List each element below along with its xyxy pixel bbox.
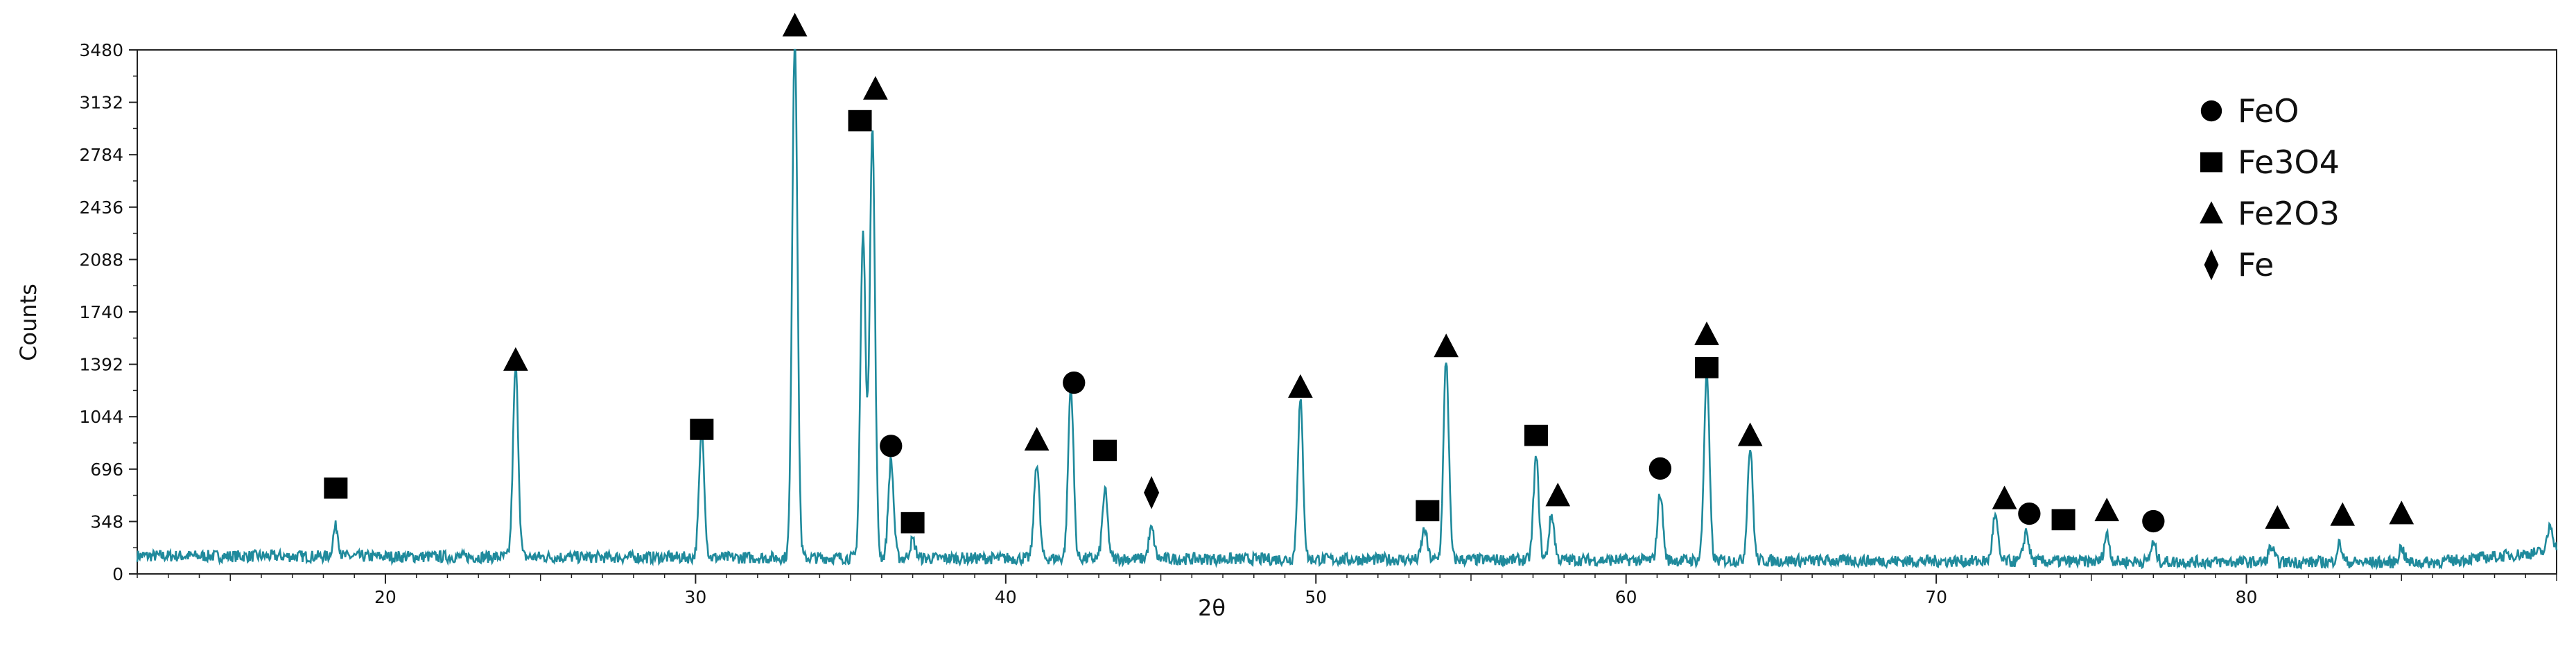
marker-fe2o3-triangle	[863, 76, 888, 100]
marker-fe2o3-triangle	[1992, 485, 2017, 509]
y-tick-label: 2784	[79, 145, 123, 165]
marker-fe2o3-triangle	[1434, 333, 1459, 358]
legend-label: Fe2O3	[2238, 195, 2340, 232]
x-tick-label: 50	[1305, 587, 1327, 607]
y-tick-label: 3132	[79, 93, 123, 113]
marker-fe2o3-triangle	[1024, 426, 1050, 451]
marker-fe2o3-triangle	[1737, 422, 1763, 446]
marker-fe2o3-triangle	[2389, 500, 2414, 525]
marker-fe2o3-triangle	[503, 347, 528, 371]
marker-fe3o4-square	[1093, 439, 1117, 462]
legend-label: FeO	[2238, 92, 2299, 130]
marker-feo-circle	[2142, 509, 2165, 533]
legend: FeO Fe3O4 Fe2O3 Fe	[2200, 92, 2340, 283]
marker-fe3o4-square	[900, 512, 925, 534]
marker-fe3o4-square	[1524, 424, 1548, 446]
marker-fe2o3-triangle	[2330, 502, 2356, 526]
x-axis-label: 2θ	[1198, 595, 1226, 621]
x-tick-label: 20	[374, 587, 397, 607]
marker-feo-circle	[1063, 371, 1086, 394]
y-axis-ticks: 0 348 696 1044 1392 1740 2088 2436 2784 3132 3480	[79, 40, 137, 584]
marker-fe2o3-triangle	[2265, 505, 2290, 529]
y-tick-label: 1740	[79, 302, 123, 322]
marker-fe2o3-triangle	[1545, 482, 1571, 507]
y-tick-label: 348	[90, 512, 123, 532]
marker-fe3o4-square	[324, 477, 348, 499]
x-tick-label: 80	[2236, 587, 2258, 607]
marker-feo-circle	[1648, 457, 1672, 480]
marker-fe2o3-triangle	[1694, 321, 1719, 345]
x-tick-label: 70	[1925, 587, 1947, 607]
x-tick-label: 60	[1615, 587, 1637, 607]
marker-feo-circle	[2018, 502, 2041, 525]
y-tick-label: 696	[90, 460, 123, 480]
marker-fe2o3-triangle	[782, 12, 808, 37]
y-tick-label: 1044	[79, 407, 123, 427]
y-tick-label: 2088	[79, 250, 123, 270]
marker-feo-circle	[880, 435, 903, 457]
legend-diamond-icon	[2204, 249, 2219, 281]
y-axis-label: Counts	[15, 283, 42, 361]
marker-fe-diamond	[1144, 475, 1160, 509]
marker-fe2o3-triangle	[2094, 498, 2120, 522]
y-tick-label: 2436	[79, 198, 123, 218]
marker-fe3o4-square	[690, 419, 714, 440]
marker-fe3o4-square	[2051, 509, 2075, 531]
marker-fe3o4-square	[1416, 500, 1440, 522]
y-tick-label: 3480	[79, 40, 123, 60]
xrd-pattern-line	[136, 49, 2558, 570]
legend-label: Fe	[2238, 246, 2274, 283]
x-tick-label: 30	[684, 587, 706, 607]
x-axis-ticks: 20 30 40 50 60 70 80	[137, 574, 2557, 607]
marker-fe2o3-triangle	[1288, 374, 1313, 398]
x-tick-label: 40	[995, 587, 1017, 607]
legend-label: Fe3O4	[2238, 143, 2340, 181]
marker-fe3o4-square	[848, 110, 872, 132]
y-tick-label: 0	[112, 564, 123, 584]
y-tick-label: 1392	[79, 355, 123, 375]
legend-square-icon	[2200, 152, 2222, 173]
phase-markers	[324, 12, 2414, 534]
marker-fe3o4-square	[1695, 357, 1719, 378]
legend-triangle-icon	[2200, 201, 2223, 224]
legend-circle-icon	[2200, 100, 2222, 122]
